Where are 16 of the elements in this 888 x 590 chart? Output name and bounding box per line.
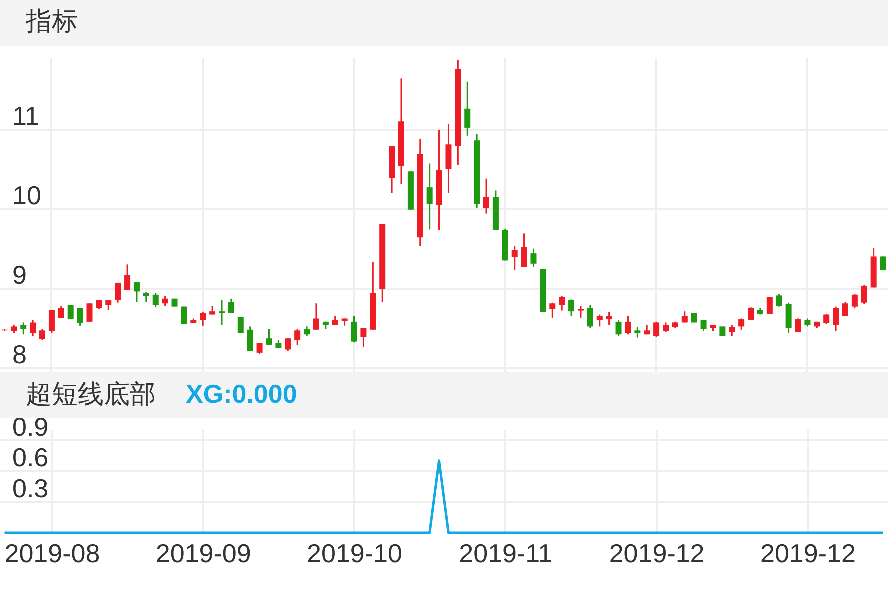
y-tick-label: 10 [12, 180, 42, 211]
x-tick-label: 2019-12 [609, 538, 705, 568]
x-tick-label: 2019-12 [760, 538, 856, 568]
text: XG:0.000 [186, 379, 298, 409]
y-tick-label: 9 [12, 260, 27, 290]
y-tick-label: 11 [12, 101, 40, 132]
x-tick-label: 2019-10 [307, 538, 402, 568]
y-tick-label: 0.9 [12, 412, 49, 442]
x-tick-label: 2019-08 [4, 538, 100, 568]
x-tick-label: 2019-11 [459, 538, 553, 568]
chart-title: 指标 [26, 7, 78, 37]
x-tick-label: 2019-09 [156, 538, 252, 568]
y-tick-label: 0.6 [12, 442, 49, 473]
chart-title: 超短线底部 [26, 380, 156, 410]
y-tick-label: 0.3 [12, 474, 49, 504]
y-tick-label: 8 [12, 340, 27, 370]
